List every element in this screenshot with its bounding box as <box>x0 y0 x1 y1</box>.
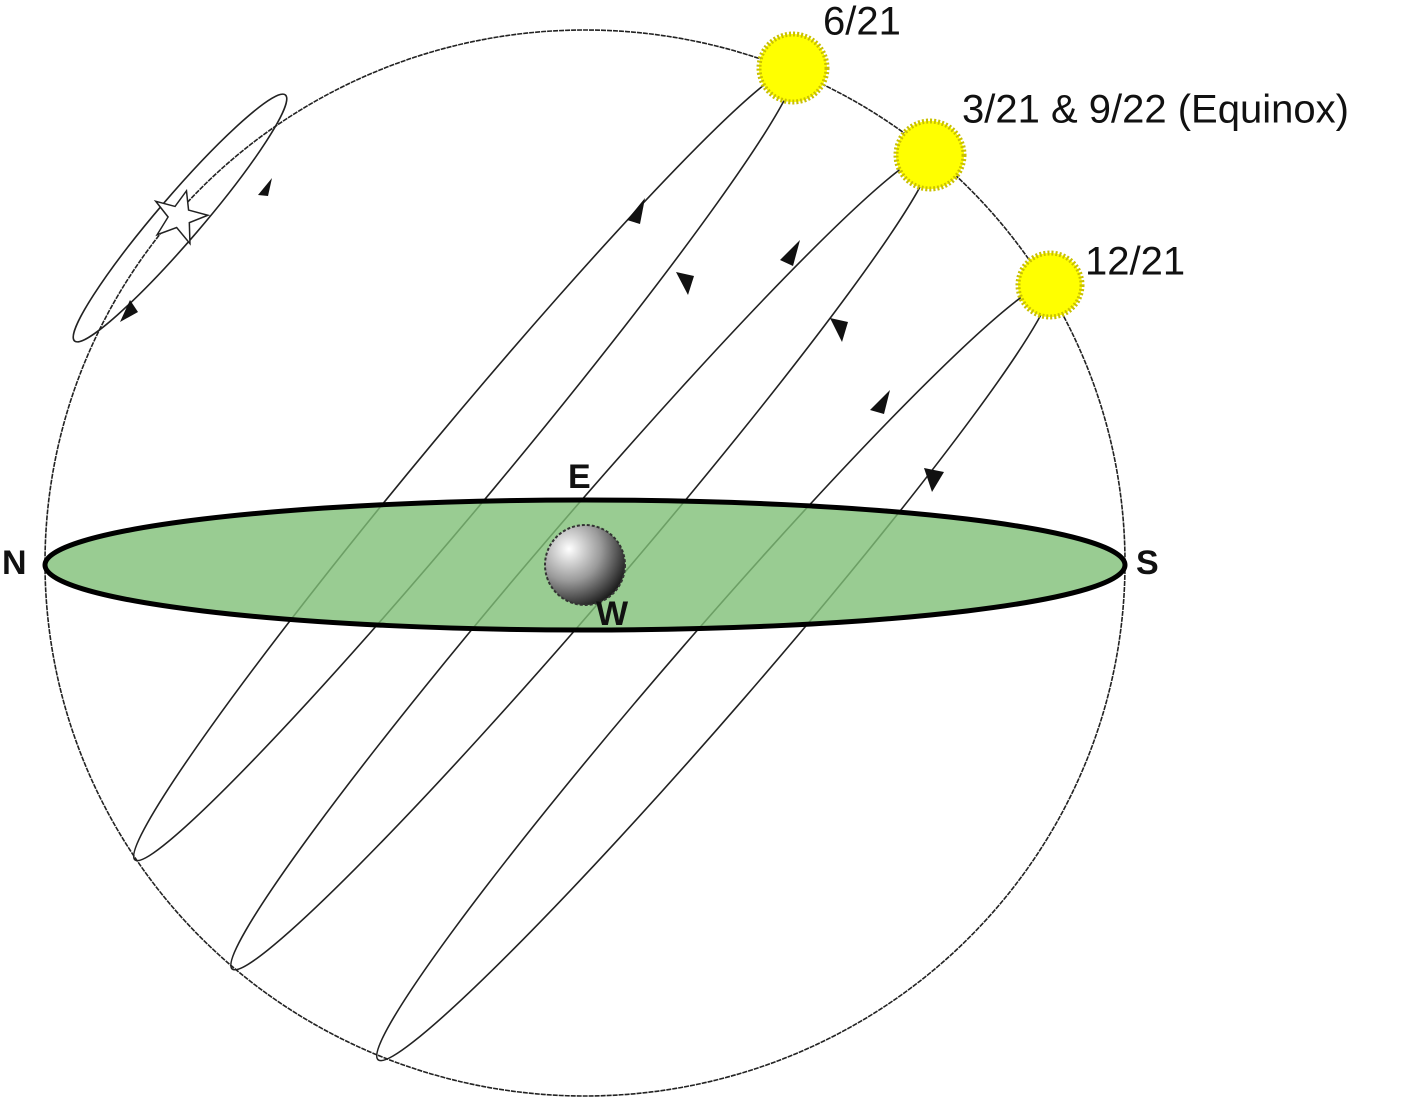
sun-equinox <box>893 118 967 192</box>
arrow <box>870 390 890 414</box>
arrow <box>830 318 848 342</box>
arrow <box>120 300 138 322</box>
sun-label: 6/21 <box>823 0 901 44</box>
arrow <box>780 240 800 266</box>
star <box>153 188 211 246</box>
sun-december <box>1015 250 1085 320</box>
arrow <box>676 272 694 295</box>
direction-label: N <box>2 544 27 582</box>
sun-path-december <box>375 282 1053 1062</box>
sun-label: 3/21 & 9/22 (Equinox) <box>962 88 1349 132</box>
arrow <box>924 468 944 492</box>
sun-label: 12/21 <box>1085 240 1185 284</box>
sun-june <box>756 31 830 105</box>
direction-label: E <box>568 458 591 496</box>
arrow <box>258 178 272 196</box>
direction-label: S <box>1136 544 1159 582</box>
direction-label: W <box>596 595 629 633</box>
arrow <box>627 198 645 224</box>
earth <box>544 524 626 606</box>
